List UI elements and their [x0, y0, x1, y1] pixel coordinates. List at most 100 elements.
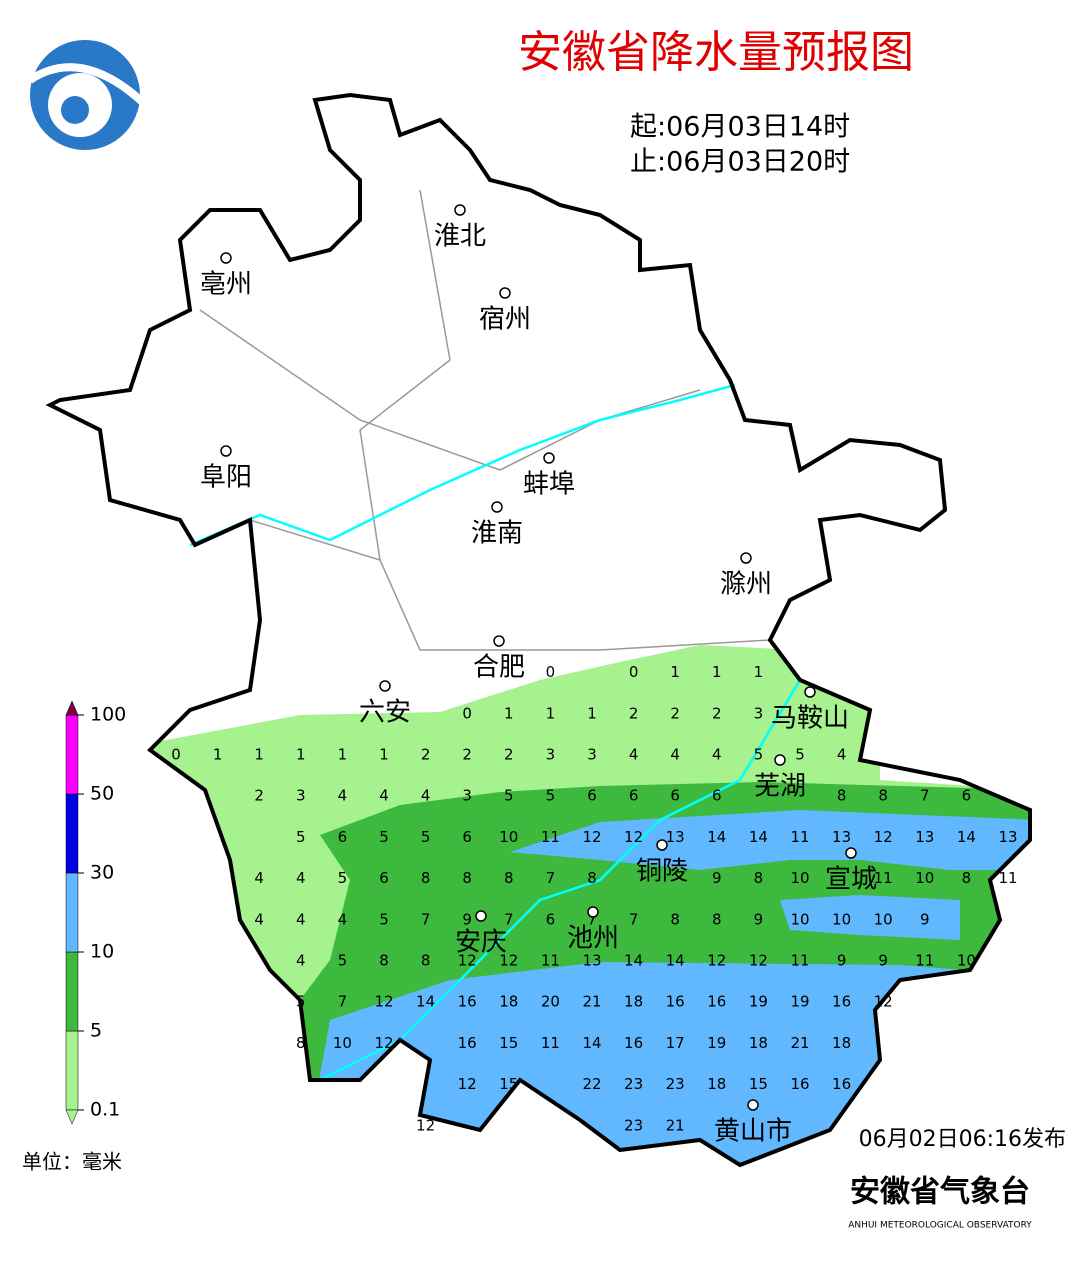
grid-value: 6: [670, 787, 680, 805]
grid-value: 5: [338, 869, 348, 887]
grid-value: 11: [541, 952, 560, 970]
grid-value: 16: [458, 1034, 477, 1052]
grid-value: 2: [254, 787, 264, 805]
grid-value: 5: [338, 952, 348, 970]
legend-swatch: [65, 793, 79, 874]
grid-value: 4: [296, 910, 306, 928]
border: [359, 189, 451, 561]
grid-value: 12: [374, 1034, 393, 1052]
grid-value: 5: [504, 787, 514, 805]
grid-value: 11: [790, 952, 809, 970]
grid-value: 9: [754, 910, 764, 928]
title: 安徽省降水量预报图: [518, 27, 914, 78]
grid-value: 8: [462, 869, 472, 887]
grid-value: 16: [666, 993, 685, 1011]
grid-value: 9: [878, 952, 888, 970]
grid-value: 8: [962, 869, 972, 887]
grid-value: 8: [837, 787, 847, 805]
grid-value: 12: [874, 993, 893, 1011]
grid-value: 12: [582, 828, 601, 846]
grid-value: 2: [504, 746, 514, 764]
legend-swatch: [65, 951, 79, 1032]
grid-value: 1: [754, 663, 764, 681]
unit: 单位：毫米: [22, 1150, 122, 1174]
grid-value: 9: [712, 869, 722, 887]
grid-value: 12: [749, 952, 768, 970]
grid-value: 16: [707, 993, 726, 1011]
grid-value: 11: [790, 828, 809, 846]
grid-value: 10: [915, 869, 934, 887]
city-label: 安庆: [455, 928, 507, 958]
grid-value: 7: [587, 910, 597, 928]
grid-value: 4: [379, 787, 389, 805]
end-time: 止:06月03日20时: [630, 147, 850, 178]
city-dot: [454, 204, 466, 216]
city-label: 六安: [359, 698, 411, 728]
grid-value: 5: [546, 787, 556, 805]
grid-value: 3: [462, 787, 472, 805]
grid-value: 19: [749, 993, 768, 1011]
grid-value: 5: [754, 746, 764, 764]
grid-value: 8: [754, 869, 764, 887]
grid-value: 2: [629, 704, 639, 722]
grid-value: 18: [707, 1075, 726, 1093]
grid-value: 8: [379, 952, 389, 970]
grid-value: 20: [541, 993, 560, 1011]
grid-value: 19: [790, 993, 809, 1011]
grid-value: 3: [546, 746, 556, 764]
grid-value: 12: [458, 952, 477, 970]
border: [199, 309, 701, 471]
grid-value: 14: [624, 952, 643, 970]
grid-value: 4: [629, 746, 639, 764]
legend-swatch: [65, 714, 79, 795]
grid-value: 16: [832, 993, 851, 1011]
grid-value: 8: [712, 910, 722, 928]
grid-value: 1: [379, 746, 389, 764]
grid-value: 4: [712, 746, 722, 764]
city-label: 滁州: [720, 570, 772, 600]
logo: [27, 40, 168, 150]
city-dot: [220, 445, 232, 457]
grid-value: 12: [707, 952, 726, 970]
grid-value: 11: [998, 869, 1017, 887]
grid-value: 15: [499, 1034, 518, 1052]
grid-value: 9: [920, 910, 930, 928]
grid-value: 14: [416, 993, 435, 1011]
grid-value: 10: [832, 910, 851, 928]
city-label: 黄山市: [714, 1117, 792, 1147]
city-label: 蚌埠: [523, 470, 575, 500]
grid-value: 6: [546, 910, 556, 928]
start-time: 起:06月03日14时: [630, 112, 850, 143]
grid-value: 16: [624, 1034, 643, 1052]
grid-value: 12: [416, 1116, 435, 1134]
grid-value: 2: [421, 746, 431, 764]
grid-value: 12: [458, 1075, 477, 1093]
grid-value: 15: [749, 1075, 768, 1093]
grid-value: 13: [915, 828, 934, 846]
grid-value: 1: [338, 746, 348, 764]
grid-value: 2: [462, 746, 472, 764]
grid-value: 3: [296, 787, 306, 805]
grid-value: 14: [582, 1034, 601, 1052]
grid-value: 11: [915, 952, 934, 970]
legend-tick-label: 30: [90, 862, 114, 884]
grid-value: 0: [462, 704, 472, 722]
grid-value: 6: [629, 787, 639, 805]
city-dot: [740, 552, 752, 564]
city-label: 宿州: [479, 305, 531, 335]
grid-value: 11: [541, 828, 560, 846]
legend-tick-label: 0.1: [90, 1099, 120, 1121]
grid-value: 1: [296, 746, 306, 764]
city-label: 池州: [567, 924, 619, 954]
grid-value: 23: [666, 1075, 685, 1093]
grid-value: 16: [790, 1075, 809, 1093]
grid-value: 21: [790, 1034, 809, 1052]
grid-value: 19: [707, 1034, 726, 1052]
city-dot: [220, 252, 232, 264]
city-dot: [656, 839, 668, 851]
legend-swatch: [65, 872, 79, 953]
area-blue: [780, 895, 960, 940]
city-dot: [804, 686, 816, 698]
grid-value: 7: [504, 910, 514, 928]
